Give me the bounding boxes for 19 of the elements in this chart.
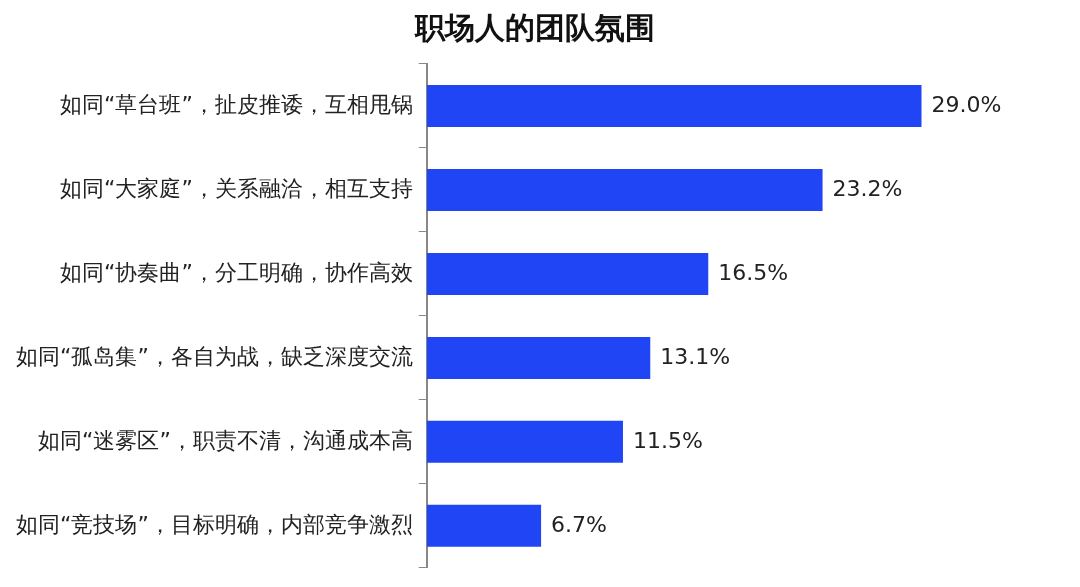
bar [426, 336, 651, 379]
bar [426, 84, 922, 127]
y-tick-label: 如同“迷雾区”，职责不清，沟通成本高 [38, 427, 413, 453]
y-tick-label: 如同“孤岛集”，各自为战，缺乏深度交流 [16, 343, 413, 369]
data-label: 29.0% [931, 91, 1002, 117]
data-label: 23.2% [832, 175, 903, 201]
chart-title: 职场人的团队氛围 [414, 9, 655, 45]
data-label: 13.1% [660, 343, 731, 369]
bar [426, 252, 709, 295]
y-tick-label: 如同“大家庭”，关系融洽，相互支持 [60, 175, 413, 201]
y-tick-label: 如同“草台班”，扯皮推诿，互相甩锅 [60, 91, 413, 117]
data-label: 16.5% [718, 259, 789, 285]
bar [426, 168, 823, 211]
data-label: 6.7% [551, 511, 607, 537]
y-tick-label: 如同“协奏曲”，分工明确，协作高效 [60, 259, 413, 285]
data-label: 11.5% [632, 427, 703, 453]
bar [426, 504, 542, 547]
y-tick-label: 如同“竞技场”，目标明确，内部竞争激烈 [16, 511, 413, 537]
bar [426, 420, 623, 463]
